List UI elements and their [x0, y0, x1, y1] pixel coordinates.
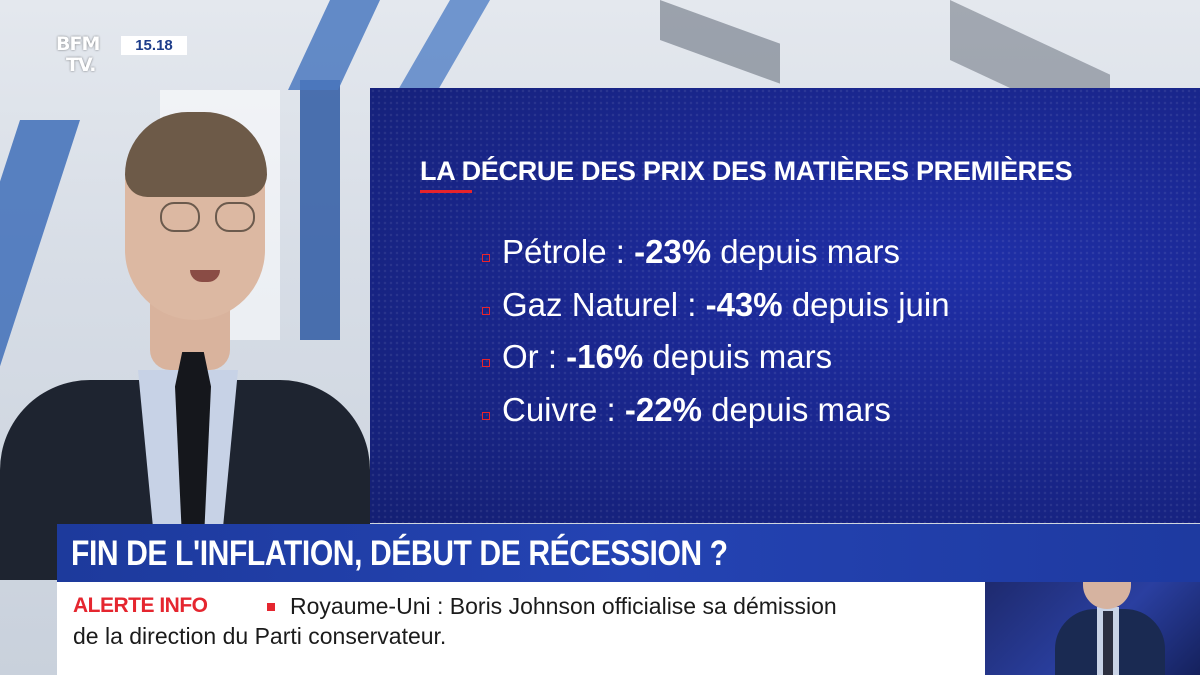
inset-preview [985, 582, 1200, 675]
ticker-line1: Royaume-Uni : Boris Johnson officialise … [290, 593, 837, 619]
list-item: Or : -16% depuis mars [482, 331, 1142, 384]
alert-label: ALERTE INFO [73, 594, 208, 617]
headline-banner: FIN DE L'INFLATION, DÉBUT DE RÉCESSION ? [57, 524, 1200, 582]
backdrop-stripe [398, 0, 490, 90]
backdrop-stripe [288, 0, 380, 90]
ticker-line2: de la direction du Parti conservateur. [73, 623, 447, 649]
commodity-name: Cuivre : [502, 390, 616, 428]
info-graphic-panel: LA DÉCRUE DES PRIX DES MATIÈRES PREMIÈRE… [370, 88, 1200, 523]
commodity-change: -22% [624, 390, 702, 428]
presenter [0, 90, 370, 582]
inset-person-tie [1103, 611, 1113, 675]
list-item: Gaz Naturel : -43% depuis juin [482, 279, 1142, 332]
presenter-glasses [160, 202, 255, 232]
commodity-period: depuis mars [720, 233, 901, 270]
bullet-icon [482, 306, 490, 315]
bullet-icon [482, 254, 490, 262]
commodity-change: -23% [634, 233, 712, 270]
commodity-name: Gaz Naturel : [502, 285, 697, 323]
inset-person [1035, 582, 1185, 675]
commodity-period: depuis mars [711, 390, 891, 428]
presenter-mouth [190, 270, 220, 282]
commodity-list: Pétrole : -23% depuis mars Gaz Naturel :… [482, 226, 1142, 437]
logo-line1: BFM [56, 33, 100, 55]
graphic-title: LA DÉCRUE DES PRIX DES MATIÈRES PREMIÈRE… [420, 156, 1073, 186]
backdrop-stripe [660, 0, 780, 84]
panel-texture [370, 88, 1200, 523]
list-item: Pétrole : -23% depuis mars [482, 226, 1142, 279]
clock: 15.18 [121, 36, 187, 55]
commodity-name: Pétrole : [502, 233, 625, 270]
inset-person-head [1083, 582, 1131, 609]
logo-line2: TV. [66, 54, 96, 76]
commodity-period: depuis juin [791, 285, 950, 323]
commodity-period: depuis mars [652, 338, 833, 375]
bullet-icon [482, 411, 490, 420]
backdrop-stripe [300, 80, 340, 340]
commodity-change: -43% [705, 285, 783, 323]
list-item: Cuivre : -22% depuis mars [482, 384, 1142, 437]
alert-square-icon [267, 603, 275, 611]
presenter-hair [125, 112, 267, 197]
headline-text: FIN DE L'INFLATION, DÉBUT DE RÉCESSION ? [71, 534, 728, 573]
commodity-change: -16% [566, 338, 644, 375]
commodity-name: Or : [502, 338, 557, 375]
channel-logo: BFM TV. [56, 34, 116, 76]
bullet-icon [482, 359, 490, 367]
news-ticker: ALERTE INFO Royaume-Uni : Boris Johnson … [57, 582, 985, 675]
title-underline [420, 190, 472, 193]
